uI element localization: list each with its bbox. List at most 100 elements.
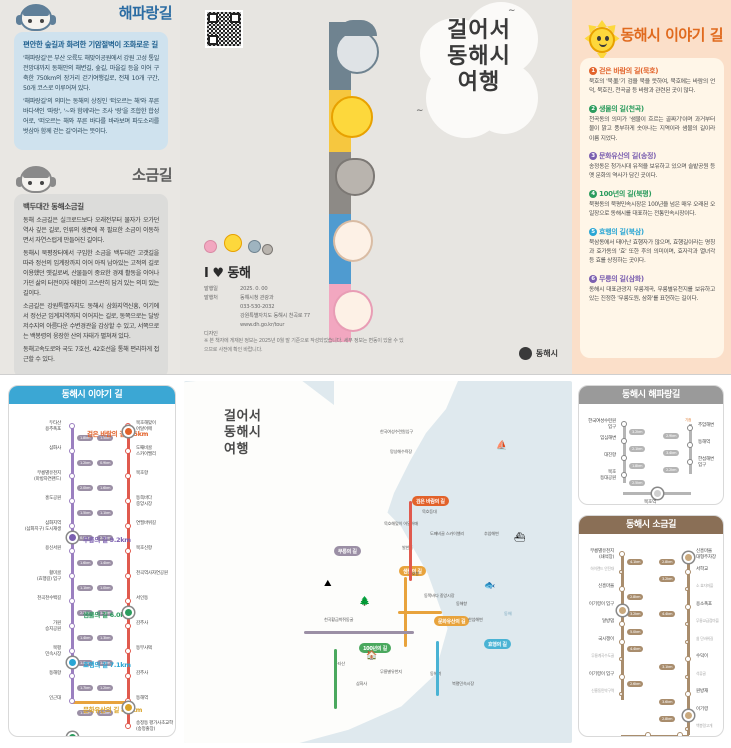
station-dot[interactable] bbox=[125, 498, 131, 504]
station-dot[interactable] bbox=[619, 551, 625, 557]
station-dot[interactable] bbox=[125, 598, 131, 604]
map-course-pin[interactable]: 검은 바람의 길 bbox=[412, 496, 449, 506]
map-course-pin[interactable]: 100년의 길 bbox=[359, 643, 391, 653]
station-dot[interactable] bbox=[685, 603, 691, 610]
station-dot[interactable] bbox=[685, 622, 689, 626]
station-label: 하이랜드 안전대 bbox=[590, 565, 614, 571]
station-dot[interactable] bbox=[125, 623, 131, 629]
station-dot[interactable] bbox=[619, 657, 623, 661]
haeparang-junction-marker[interactable] bbox=[652, 488, 663, 499]
station-label: 달방댐 bbox=[602, 619, 614, 624]
station-label: 동해항 bbox=[49, 671, 61, 676]
map-course-pin[interactable]: 샘물의 길 bbox=[399, 566, 426, 576]
station-dot[interactable] bbox=[685, 587, 689, 591]
station-dot[interactable] bbox=[619, 586, 625, 592]
salt-panel-title: 소금길 bbox=[132, 166, 172, 184]
map-place-label: 도째비골 스카이밸리 bbox=[430, 531, 465, 536]
qr-code-icon[interactable] bbox=[205, 10, 243, 48]
station-dot[interactable] bbox=[621, 455, 627, 461]
station-label: 이기령 bbox=[696, 706, 708, 712]
station-dot[interactable] bbox=[125, 523, 131, 529]
station-dot[interactable] bbox=[69, 598, 75, 604]
station-label: 삼화사 bbox=[49, 446, 61, 451]
salt-paragraph: 소금길은 강원특별자치도 동해시 삼화지역신흥, 이기에서 정선군 임계지역까지… bbox=[23, 303, 159, 341]
station-dot[interactable] bbox=[619, 621, 625, 627]
station-label: 가원 승지공원 bbox=[45, 621, 61, 632]
station-dot[interactable] bbox=[125, 648, 131, 654]
station-dot[interactable] bbox=[69, 648, 75, 654]
credit-row: 033-530-2032 bbox=[204, 303, 354, 312]
station-label: 묵호역 bbox=[644, 500, 656, 505]
station-label: 신흥마을 대형주차장 bbox=[696, 549, 716, 560]
course-terminal-marker[interactable] bbox=[67, 732, 78, 736]
map-route-line bbox=[436, 641, 439, 696]
station-dot[interactable] bbox=[621, 438, 627, 444]
station-dot[interactable] bbox=[619, 692, 623, 696]
course-item: 6 무릉의 길(삼화) 동해시 대표관광지 무릉계곡, 무릉별유천지를 보유하고… bbox=[589, 274, 715, 305]
station-dot[interactable] bbox=[69, 573, 75, 579]
station-label: 추암해변 bbox=[698, 423, 714, 428]
station-dot[interactable] bbox=[125, 448, 131, 454]
map-course-pin[interactable]: 효행의 길 bbox=[484, 639, 511, 649]
course-number-badge: 6 bbox=[589, 274, 597, 283]
station-dot[interactable] bbox=[685, 568, 691, 575]
station-label: 묵호해맞이 어달어매 bbox=[136, 421, 156, 432]
distance-badge: 1.7km bbox=[77, 684, 94, 691]
credit-url[interactable]: www.dh.go.kr/tour bbox=[240, 322, 285, 329]
station-dot[interactable] bbox=[125, 723, 131, 729]
seagull-icon: ∼ bbox=[508, 6, 516, 16]
salt-terminal-marker[interactable] bbox=[683, 552, 694, 563]
station-dot[interactable] bbox=[69, 523, 75, 529]
station-dot[interactable] bbox=[685, 656, 691, 662]
station-dot[interactable] bbox=[685, 639, 689, 644]
station-dot[interactable] bbox=[685, 727, 689, 731]
salt-waypoint-marker[interactable] bbox=[617, 604, 628, 616]
station-dot[interactable] bbox=[687, 425, 693, 431]
station-dot[interactable] bbox=[621, 472, 627, 478]
haeparang-route-map-panel: 동해시 해파랑길 한국여성수련원 입구 3.2km 임심해변 2.1km 대진항 1.8km… bbox=[578, 385, 724, 505]
station-dot[interactable] bbox=[69, 698, 75, 704]
station-dot[interactable] bbox=[69, 473, 75, 479]
station-dot[interactable] bbox=[619, 569, 623, 574]
distance-badge: 4.1km bbox=[627, 558, 644, 565]
station-dot[interactable] bbox=[69, 498, 75, 504]
course-terminal-marker[interactable] bbox=[67, 657, 78, 668]
station-label: 소 효자마을 bbox=[696, 583, 714, 588]
salt-paragraph: 동해고속도로와 국도 7호선, 42호선을 통해 편리하게 접근할 수 있다. bbox=[23, 346, 159, 364]
map-course-pin[interactable]: 무릉의 길 bbox=[334, 546, 361, 556]
course-tag: 문화유산의 길 8.0km bbox=[83, 706, 143, 714]
station-dot[interactable] bbox=[645, 732, 651, 736]
course-terminal-marker[interactable] bbox=[67, 532, 78, 543]
station-dot[interactable] bbox=[685, 691, 691, 697]
salt-waypoint-marker[interactable] bbox=[683, 709, 694, 721]
station-dot[interactable] bbox=[619, 638, 625, 645]
station-dot[interactable] bbox=[687, 459, 693, 465]
distance-badge: 1.5km bbox=[77, 509, 94, 516]
station-dot[interactable] bbox=[69, 673, 75, 679]
station-dot[interactable] bbox=[677, 732, 683, 736]
station-dot[interactable] bbox=[621, 421, 627, 427]
station-dot[interactable] bbox=[619, 673, 625, 680]
station-dot[interactable] bbox=[125, 473, 131, 479]
brochure-back-page: 동해시 이야기 길 두타산 용추폭포 1.8km 삼화사 1.2km 무릉별유천지 (마방자… bbox=[0, 374, 731, 748]
story-course-column: 동해시 이야기 길 1 걷은 바람의 길(묵호) 묵호의 '묵墨'기 검을 묵을… bbox=[572, 0, 731, 374]
station-label: 묵호항 bbox=[136, 471, 148, 476]
station-dot[interactable] bbox=[69, 423, 75, 429]
station-dot[interactable] bbox=[125, 548, 131, 554]
distance-badge: 2.8km bbox=[659, 716, 676, 723]
station-dot[interactable] bbox=[125, 673, 131, 679]
course-terminal-marker[interactable] bbox=[123, 607, 134, 618]
distance-badge: 3.4km bbox=[663, 449, 680, 456]
seagull-icon: ∼ bbox=[416, 106, 424, 116]
station-dot[interactable] bbox=[125, 573, 131, 579]
donghae-city-map[interactable]: 걸어서 동해시 여행 동해 검은 바람의 길 샘물의 길 문화유산의 길 무릉의 길 1… bbox=[184, 381, 572, 743]
station-dot[interactable] bbox=[69, 548, 75, 554]
station-dot[interactable] bbox=[69, 623, 75, 629]
station-dot[interactable] bbox=[687, 442, 693, 448]
map-place-label: 묵호항 bbox=[408, 571, 419, 576]
course-terminal-marker[interactable] bbox=[123, 702, 134, 713]
station-dot[interactable] bbox=[69, 448, 75, 454]
station-dot[interactable] bbox=[685, 674, 689, 679]
course-terminal-marker[interactable] bbox=[123, 426, 134, 437]
map-course-pin[interactable]: 문화유산의 길 bbox=[434, 616, 470, 626]
